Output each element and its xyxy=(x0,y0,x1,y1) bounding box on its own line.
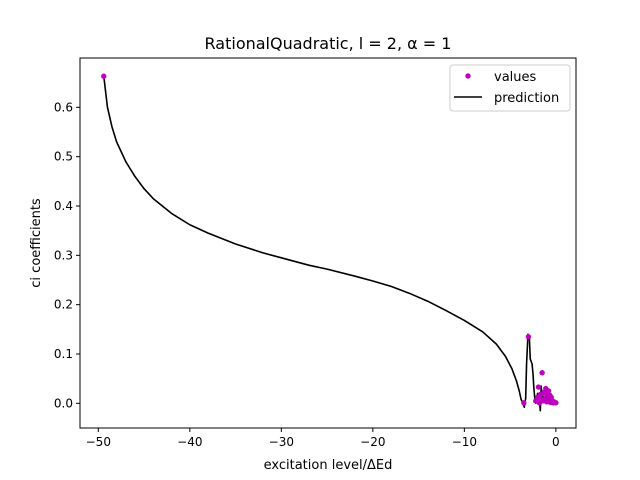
data-point xyxy=(533,398,539,404)
data-point xyxy=(101,73,107,79)
y-tick-label: 0.0 xyxy=(54,396,73,410)
data-point xyxy=(535,384,542,390)
legend-box xyxy=(449,64,571,112)
legend-values-marker xyxy=(465,73,471,79)
data-point xyxy=(525,334,532,340)
x-tick-label: −40 xyxy=(177,435,202,449)
x-axis-label: excitation level/ΔEd xyxy=(264,458,393,473)
x-tick-label: −30 xyxy=(269,435,294,449)
y-tick-label: 0.5 xyxy=(54,150,73,164)
legend-values-label: values xyxy=(494,70,537,85)
x-tick-label: 0 xyxy=(552,435,560,449)
data-point xyxy=(521,400,527,406)
chart-title: RationalQuadratic, l = 2, α = 1 xyxy=(205,34,452,53)
data-point xyxy=(539,370,545,376)
y-tick-label: 0.6 xyxy=(54,100,73,114)
axes-frame xyxy=(79,57,577,429)
x-tick-label: −10 xyxy=(452,435,477,449)
y-tick-label: 0.3 xyxy=(54,248,73,262)
plot-area xyxy=(101,73,559,412)
y-tick-label: 0.4 xyxy=(54,199,73,213)
prediction-line xyxy=(102,76,557,412)
data-point xyxy=(553,400,559,406)
data-point xyxy=(547,392,553,399)
y-tick-label: 0.1 xyxy=(54,347,73,361)
y-tick-label: 0.2 xyxy=(54,298,73,312)
y-axis-label: ci coefficients xyxy=(29,198,44,288)
legend: values prediction xyxy=(449,64,571,112)
y-axis: 0.0 0.1 0.2 0.3 0.4 0.5 0.6 xyxy=(54,100,80,410)
x-tick-label: −50 xyxy=(86,435,111,449)
legend-prediction-label: prediction xyxy=(494,91,559,106)
x-tick-label: −20 xyxy=(360,435,385,449)
x-axis: −50 −40 −30 −20 −10 0 xyxy=(86,428,560,449)
data-point xyxy=(538,396,544,403)
